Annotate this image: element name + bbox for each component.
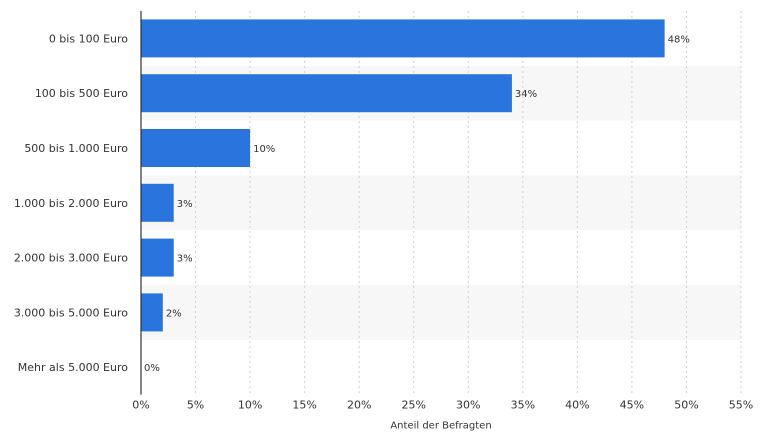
x-tick-label: 10% — [238, 399, 262, 412]
category-label: 500 bis 1.000 Euro — [24, 142, 128, 155]
x-tick-label: 35% — [511, 399, 535, 412]
row-band — [141, 285, 741, 340]
x-tick-label: 15% — [292, 399, 316, 412]
x-tick-label: 5% — [187, 399, 204, 412]
bar — [141, 19, 665, 58]
x-tick-label: 25% — [402, 399, 426, 412]
category-label: 0 bis 100 Euro — [49, 32, 128, 45]
data-label: 2% — [166, 308, 182, 319]
bar — [141, 238, 174, 277]
x-tick-label: 20% — [347, 399, 371, 412]
bar — [141, 74, 512, 113]
bar — [141, 129, 251, 167]
category-label: Mehr als 5.000 Euro — [18, 361, 128, 374]
category-labels: 0 bis 100 Euro 100 bis 500 Euro 500 bis 1.… — [14, 32, 128, 374]
row-band — [141, 175, 741, 231]
x-axis-title: Anteil der Befragten — [390, 421, 491, 432]
x-tick-label: 40% — [565, 399, 589, 412]
data-label: 3% — [177, 199, 193, 210]
category-label: 100 bis 500 Euro — [35, 87, 128, 100]
x-tick-label: 0% — [132, 399, 149, 412]
bar — [141, 293, 163, 332]
gridlines — [195, 11, 742, 395]
x-tick-label: 30% — [456, 399, 480, 412]
x-tick-label: 55% — [729, 399, 753, 412]
data-label: 10% — [253, 144, 275, 155]
data-label: 0% — [144, 363, 160, 374]
category-label: 3.000 bis 5.000 Euro — [14, 306, 128, 319]
x-tick-labels: 0% 5% 10% 15% 20% 25% 30% 35% 40% 45% 50% 55% — [132, 399, 753, 412]
data-labels: 48% 34% 10% 3% 3% 2% 0% — [144, 34, 690, 374]
category-label: 2.000 bis 3.000 Euro — [14, 252, 128, 265]
data-label: 48% — [668, 34, 690, 45]
bars — [141, 19, 665, 332]
x-tick-label: 50% — [674, 399, 698, 412]
data-label: 3% — [177, 254, 193, 265]
x-tick-label: 45% — [620, 399, 644, 412]
category-label: 1.000 bis 2.000 Euro — [14, 197, 128, 210]
data-label: 34% — [515, 89, 537, 100]
bar — [141, 183, 174, 222]
